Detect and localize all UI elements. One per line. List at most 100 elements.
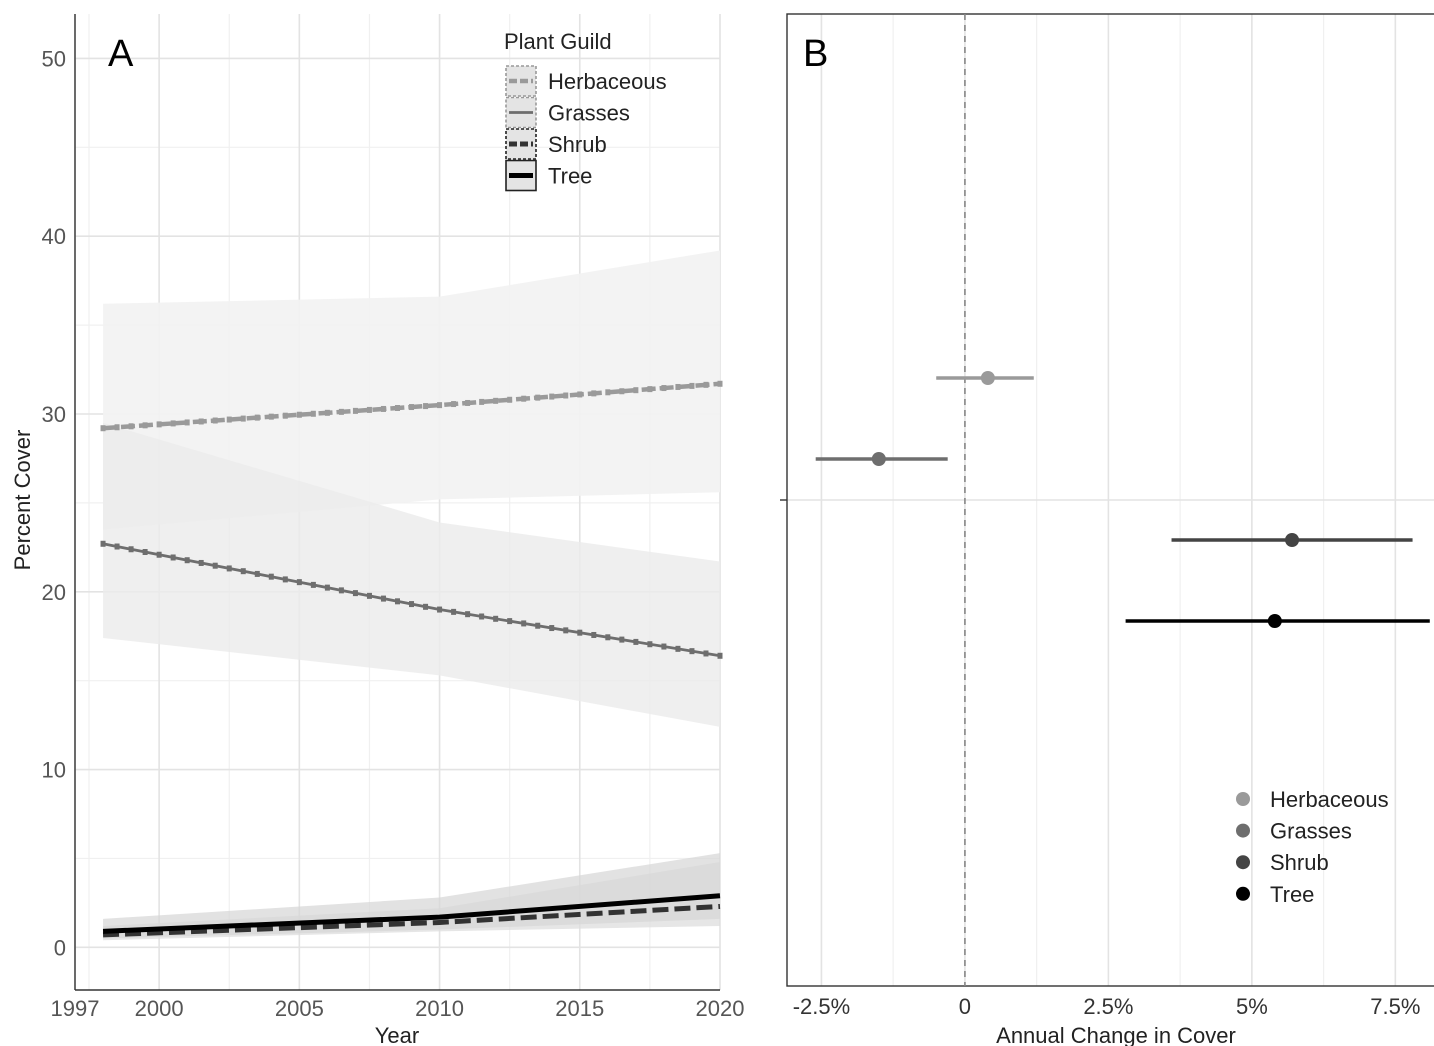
panel-b-x-tick-label: 5% [1236,994,1268,1019]
legend-b-key-grasses [1236,823,1250,838]
panel-b-x-tick-label: -2.5% [793,994,850,1019]
marker-grasses [128,546,134,553]
panel-a-x-tick-label: 2010 [415,996,464,1021]
marker-grasses [409,601,415,608]
marker-herbaceous [366,406,372,413]
panel-b-x-axis-title: Annual Change in Cover [996,1023,1236,1046]
marker-grasses [689,648,695,655]
panel-b: -2.5% 0 2.5% 5% 7.5% B Annual Change in Cove… [780,13,1434,1046]
marker-herbaceous [212,417,218,424]
marker-grasses [226,565,232,572]
marker-grasses [156,551,162,558]
panel-a-y-axis-title: Percent Cover [10,430,35,571]
marker-herbaceous [437,402,443,409]
panel-a-tick-labels: 0 10 20 30 40 50 1997 2000 2005 2010 2015 2020 [42,46,745,1021]
panel-b-x-tick-label: 7.5% [1370,994,1420,1019]
panel-a-y-tick-label: 10 [42,758,66,783]
marker-grasses [479,613,485,620]
marker-herbaceous [647,386,653,393]
panel-a-confidence-bands [103,250,721,941]
panel-a-x-tick-label: 1997 [51,996,100,1021]
marker-grasses [268,573,274,580]
marker-grasses [591,631,597,638]
marker-herbaceous [380,405,386,412]
panel-a-x-tick-label: 2015 [555,996,604,1021]
panel-a-x-tick-label: 2005 [275,996,324,1021]
marker-grasses [675,645,681,652]
marker-grasses [366,592,372,599]
marker-grasses [605,634,611,641]
legend-b-label-tree: Tree [1270,882,1314,907]
legend-b-label-grasses: Grasses [1270,819,1352,844]
marker-grasses [395,598,400,605]
marker-herbaceous [114,424,120,431]
panel-a-series-lines [100,380,723,938]
marker-grasses [423,603,429,610]
marker-herbaceous [577,391,583,398]
marker-herbaceous [142,422,148,429]
marker-herbaceous [338,408,344,415]
marker-herbaceous [563,392,569,399]
marker-grasses [549,625,555,632]
panel-a-legend: Plant Guild Herbaceous Grasses Shrub Tree [504,29,667,192]
band-grasses [103,422,721,727]
marker-grasses [100,540,106,547]
estimate-herbaceous [980,371,995,385]
marker-grasses [324,584,330,591]
marker-herbaceous [324,409,330,416]
marker-herbaceous [689,382,695,389]
marker-grasses [577,629,583,636]
marker-grasses [703,650,709,657]
panel-a-y-tick-label: 40 [42,224,66,249]
legend-a-label-herbaceous: Herbaceous [548,69,667,94]
panel-a-y-tick-label: 30 [42,402,66,427]
marker-grasses [521,620,527,627]
panel-a-x-axis-title: Year [375,1023,419,1046]
panel-a-y-tick-label: 20 [42,580,66,605]
marker-herbaceous [184,419,190,426]
panel-b-label: B [803,33,828,75]
legend-b-label-herbaceous: Herbaceous [1270,787,1389,812]
marker-herbaceous [156,421,162,428]
marker-grasses [310,581,316,588]
marker-herbaceous [703,381,709,388]
marker-herbaceous [619,388,625,395]
marker-herbaceous [507,396,513,403]
marker-herbaceous [521,395,527,402]
marker-herbaceous [493,397,499,404]
marker-grasses [465,611,471,618]
panel-a-y-tick-label: 50 [42,46,66,71]
panel-a-label: A [108,33,134,75]
marker-grasses [563,627,569,634]
marker-herbaceous [170,420,176,427]
panel-b-estimates [815,371,1430,628]
panel-a-y-tick-label: 0 [54,935,66,960]
marker-herbaceous [352,407,358,414]
marker-herbaceous [423,403,429,410]
marker-grasses [170,554,176,561]
estimate-grasses [871,452,886,466]
marker-grasses [661,643,667,650]
marker-herbaceous [535,394,541,401]
marker-grasses [647,641,653,648]
panel-b-x-tick-label: 0 [959,994,971,1019]
marker-herbaceous [717,380,723,387]
marker-herbaceous [240,415,246,422]
legend-a-label-shrub: Shrub [548,132,607,157]
marker-grasses [507,618,513,625]
marker-herbaceous [198,418,204,425]
legend-a-label-grasses: Grasses [548,101,630,126]
marker-grasses [717,652,723,659]
legend-b-key-tree [1236,886,1250,901]
panel-b-grid [787,14,1434,986]
marker-grasses [282,576,288,583]
marker-grasses [296,579,302,586]
legend-a-label-tree: Tree [548,164,592,189]
marker-herbaceous [451,401,457,408]
panel-b-x-tick-label: 2.5% [1083,994,1133,1019]
band-herbaceous [103,250,721,530]
estimate-shrub [1285,533,1300,547]
marker-herbaceous [465,399,471,406]
panel-a: 0 10 20 30 40 50 1997 2000 2005 2010 2015 2020 A Ye… [10,14,744,1046]
